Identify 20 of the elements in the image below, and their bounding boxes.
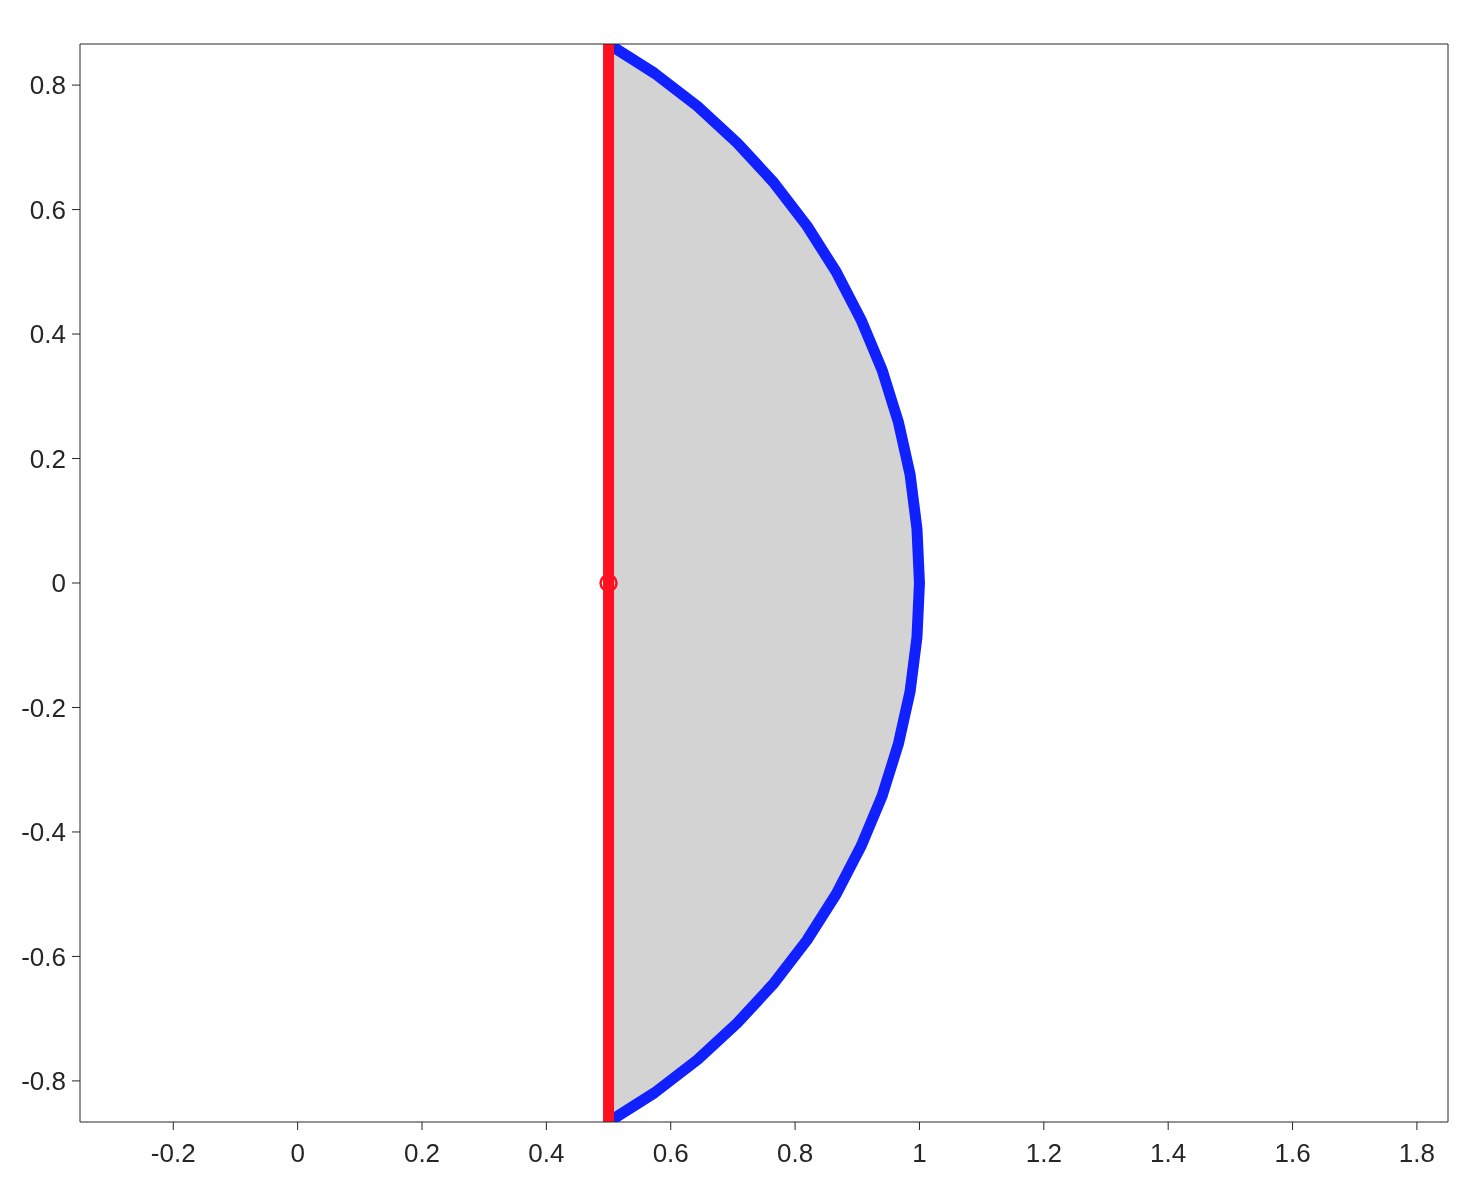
y-tick-label: 0 bbox=[51, 568, 66, 599]
y-tick-label: 0.2 bbox=[29, 443, 66, 474]
y-tick-label: 0.6 bbox=[29, 194, 66, 225]
x-tick-label: 1 bbox=[912, 1138, 927, 1169]
y-tick-label: -0.8 bbox=[21, 1066, 66, 1097]
x-tick-label: -0.2 bbox=[150, 1138, 196, 1169]
x-tick-label: 0.6 bbox=[652, 1138, 689, 1169]
x-tick-label: 0.4 bbox=[528, 1138, 565, 1169]
x-tick-label: 1.6 bbox=[1274, 1138, 1311, 1169]
y-tick-label: -0.6 bbox=[21, 941, 66, 972]
x-tick-label: 1.2 bbox=[1025, 1138, 1062, 1169]
x-tick-label: 0 bbox=[290, 1138, 305, 1169]
x-tick-label: 0.8 bbox=[777, 1138, 814, 1169]
y-tick-label: 0.4 bbox=[29, 319, 66, 350]
y-tick-label: -0.4 bbox=[21, 817, 66, 848]
x-tick-label: 0.2 bbox=[403, 1138, 441, 1169]
y-tick-label: 0.8 bbox=[29, 70, 66, 101]
y-tick-label: -0.2 bbox=[21, 692, 66, 723]
x-tick-label: 1.4 bbox=[1150, 1138, 1187, 1169]
x-tick-label: 1.8 bbox=[1398, 1138, 1435, 1169]
